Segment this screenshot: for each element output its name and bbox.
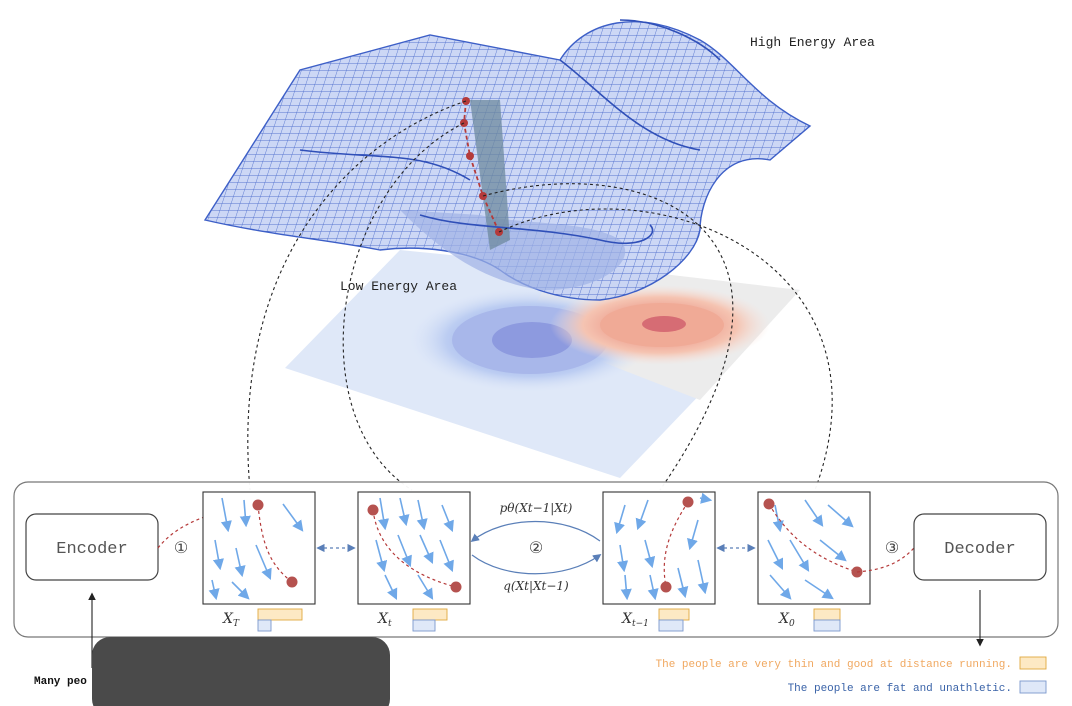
output-positive-swatch xyxy=(1019,656,1047,670)
low-energy-label: Low Energy Area xyxy=(340,279,457,294)
high-energy-label: High Energy Area xyxy=(750,35,875,50)
state-panel-xt xyxy=(357,491,471,605)
forward-transition-label: q(Xt|Xt−1) xyxy=(503,579,569,593)
energy-surface-mesh xyxy=(203,19,812,301)
occluding-overlay xyxy=(92,637,390,706)
state-panel-x0 xyxy=(757,491,871,605)
svg-text:0: 0 xyxy=(789,619,795,629)
state-connectors xyxy=(247,100,833,491)
step-two-marker: ② xyxy=(529,538,543,557)
mix-bar-positive xyxy=(813,608,841,621)
output-negative-swatch xyxy=(1019,680,1047,694)
svg-text:X: X xyxy=(621,611,633,627)
trajectory-point xyxy=(466,152,474,160)
svg-text:t−1: t−1 xyxy=(632,619,649,629)
step-one-marker: ① xyxy=(174,538,188,557)
energy-contour-plane xyxy=(285,250,800,478)
encoder-block[interactable]: Encoder xyxy=(25,513,159,581)
svg-text:t: t xyxy=(388,619,392,629)
state-panel-xt-1 xyxy=(602,491,716,605)
output-positive-text: The people are very thin and good at dis… xyxy=(656,659,1012,671)
input-text: Many peo xyxy=(34,676,87,688)
svg-text:T: T xyxy=(233,619,240,629)
svg-text:X: X xyxy=(222,611,234,627)
encoder-label: Encoder xyxy=(56,540,127,559)
mix-bar-positive xyxy=(658,608,690,621)
reverse-transition-label: pθ(Xt−1|Xt) xyxy=(500,501,573,515)
state-label-xt: X t xyxy=(377,611,392,629)
step-three-marker: ③ xyxy=(885,538,899,557)
decoder-label: Decoder xyxy=(944,540,1015,559)
mix-bar-negative xyxy=(658,619,684,632)
mix-bar-negative xyxy=(813,619,841,632)
svg-text:X: X xyxy=(377,611,389,627)
state-label-xt-1: X t−1 xyxy=(621,611,649,629)
mix-bar-negative xyxy=(412,619,436,632)
transition-arrows xyxy=(470,521,602,575)
state-label-xT: X T xyxy=(222,611,240,629)
svg-text:X: X xyxy=(778,611,790,627)
state-panel-xT xyxy=(202,491,316,605)
output-negative-text: The people are fat and unathletic. xyxy=(788,683,1012,695)
mix-bar-positive xyxy=(257,608,303,621)
mix-bar-negative xyxy=(257,619,272,632)
state-label-x0: X 0 xyxy=(778,611,795,629)
decoder-block[interactable]: Decoder xyxy=(913,513,1047,581)
mix-bar-positive xyxy=(412,608,448,621)
